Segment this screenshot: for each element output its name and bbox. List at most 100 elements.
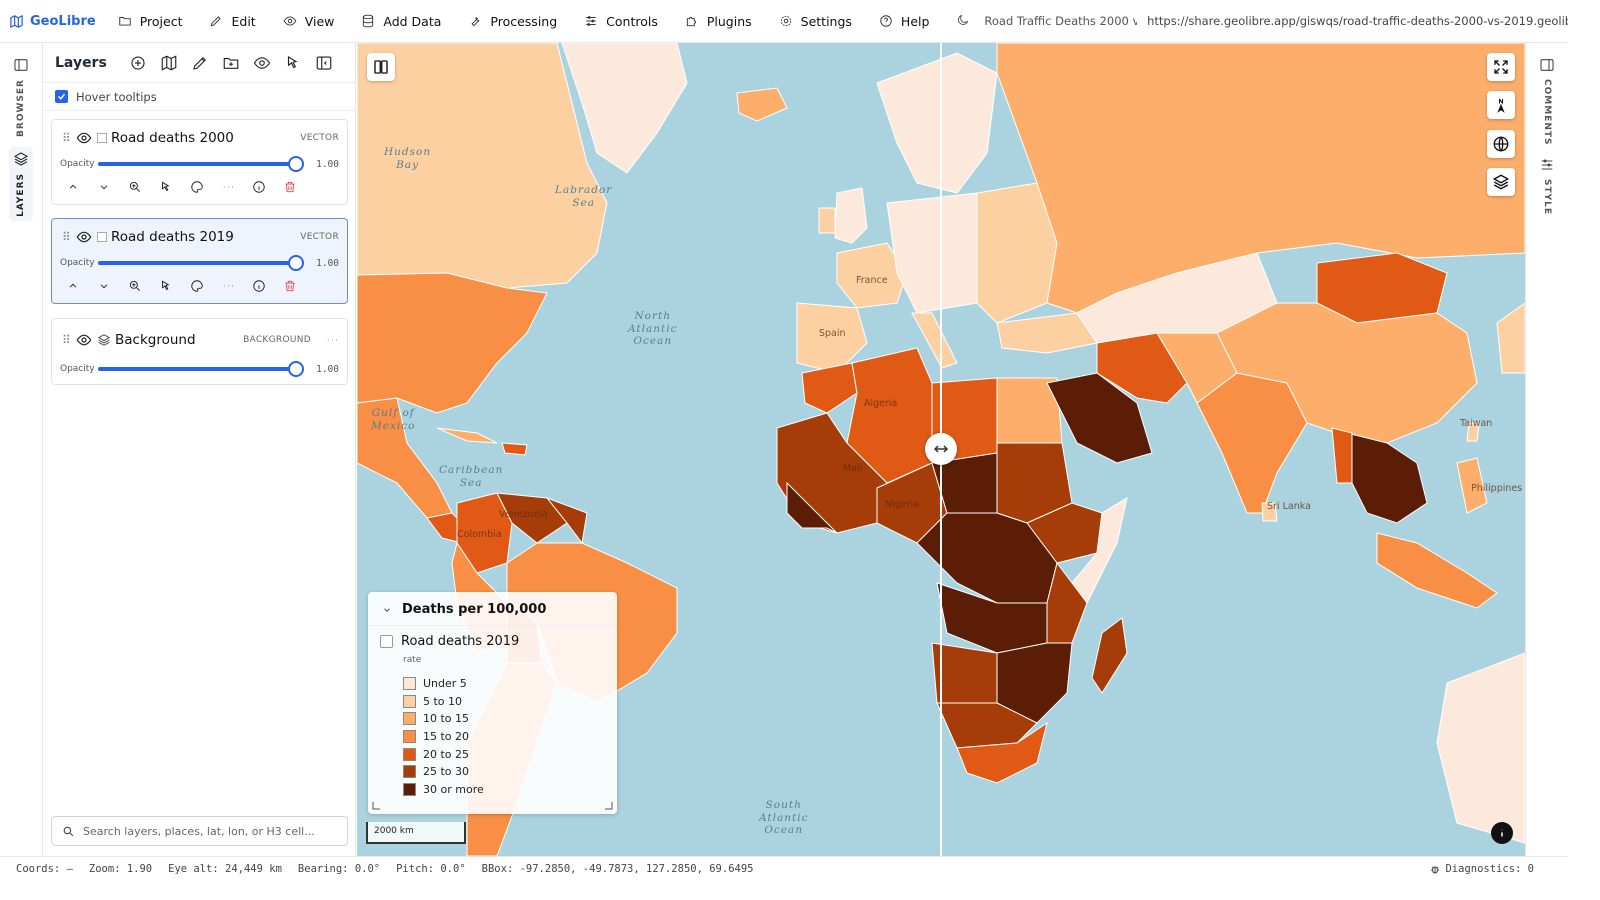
swipe-arrows-icon <box>933 445 949 453</box>
info-icon[interactable] <box>252 180 266 194</box>
draw-icon[interactable] <box>191 54 209 72</box>
legend-layer-name: Road deaths 2019 <box>401 634 520 649</box>
region-italy <box>911 312 958 369</box>
more-icon[interactable] <box>221 180 235 194</box>
move-up-icon[interactable] <box>66 279 80 293</box>
layer-switcher-button[interactable] <box>1487 168 1515 196</box>
menu-settings[interactable]: Settings <box>779 14 852 29</box>
layer-search-box[interactable]: Search layers, places, lat, lon, or H3 c… <box>51 816 348 846</box>
ocean-label-text: South Atlantic Ocean <box>759 799 809 836</box>
menu-processing[interactable]: Processing <box>468 14 557 29</box>
map-icon[interactable] <box>160 54 178 72</box>
more-icon[interactable] <box>221 279 235 293</box>
menu-help-label: Help <box>900 13 930 29</box>
slider-knob[interactable] <box>288 156 305 172</box>
zoom-to-layer-icon[interactable] <box>128 279 142 293</box>
drag-handle-icon[interactable]: ⠿ <box>62 230 71 244</box>
tab-style[interactable]: STYLE <box>1535 157 1559 215</box>
region-france <box>836 242 908 309</box>
hover-tooltips-checkbox[interactable] <box>55 90 68 103</box>
menu-project-label: Project <box>139 13 183 29</box>
identify-icon[interactable] <box>159 279 173 293</box>
menu-edit[interactable]: Edit <box>209 14 256 29</box>
add-folder-icon[interactable] <box>222 54 240 72</box>
menu-project[interactable]: Project <box>118 13 183 29</box>
hover-tooltips-label: Hover tooltips <box>76 89 157 104</box>
slider-knob[interactable] <box>288 255 305 271</box>
attribution-button[interactable] <box>1491 822 1513 844</box>
drag-handle-icon[interactable]: ⠿ <box>62 333 71 347</box>
drag-handle-icon[interactable]: ⠿ <box>62 131 71 145</box>
move-up-icon[interactable] <box>66 180 80 194</box>
legend-class-item: 15 to 20 <box>403 728 617 746</box>
basemap-icon[interactable] <box>129 54 147 72</box>
opacity-slider[interactable] <box>98 255 305 271</box>
slider-knob[interactable] <box>288 361 305 377</box>
opacity-value: 1.00 <box>316 363 339 375</box>
eye-icon[interactable] <box>76 332 92 348</box>
layer-card-road-deaths-2019[interactable]: ⠿ Road deaths 2019 VECTOR Opacity 1.00 <box>51 218 348 304</box>
legend-layer-checkbox[interactable] <box>380 635 393 648</box>
more-icon[interactable] <box>325 333 339 347</box>
zoom-to-layer-icon[interactable] <box>128 180 142 194</box>
legend-header[interactable]: Deaths per 100,000 <box>368 592 617 626</box>
menu-help[interactable]: Help <box>879 13 930 29</box>
menu-view[interactable]: View <box>283 14 334 29</box>
opacity-slider[interactable] <box>98 156 305 172</box>
opacity-slider[interactable] <box>98 361 305 377</box>
layer-card-road-deaths-2000[interactable]: ⠿ Road deaths 2000 VECTOR Opacity 1.00 <box>51 119 348 205</box>
ocean-label-text: Caribbean Sea <box>439 464 504 489</box>
compass-button[interactable] <box>1487 91 1515 119</box>
panel-icon <box>14 59 28 71</box>
identify-icon[interactable] <box>159 180 173 194</box>
map-canvas[interactable]: Hudson Bay Labrador Sea North Atlantic O… <box>357 43 1525 856</box>
globe-button[interactable] <box>1487 130 1515 158</box>
place-label: Spain <box>819 328 846 339</box>
visibility-icon[interactable] <box>253 54 271 72</box>
menu-plugins[interactable]: Plugins <box>685 14 752 29</box>
delete-icon[interactable] <box>283 279 297 293</box>
delete-icon[interactable] <box>283 180 297 194</box>
tab-comments[interactable]: COMMENTS <box>1535 57 1559 145</box>
fullscreen-button[interactable] <box>1487 53 1515 81</box>
legend-class-item: 10 to 15 <box>403 710 617 728</box>
legend-class-item: 25 to 30 <box>403 763 617 781</box>
move-down-icon[interactable] <box>97 180 111 194</box>
right-tab-strip: COMMENTS STYLE <box>1525 43 1568 856</box>
legend-swatch <box>403 730 416 744</box>
menu-controls[interactable]: Controls <box>584 14 658 29</box>
app-brand[interactable]: GeoLibre <box>0 14 96 29</box>
eye-icon[interactable] <box>76 229 92 245</box>
hover-tooltips-toggle[interactable]: Hover tooltips <box>43 83 355 111</box>
layers-panel-header: Layers <box>43 43 355 83</box>
move-down-icon[interactable] <box>97 279 111 293</box>
resize-corner-icon[interactable] <box>372 802 380 810</box>
collapse-panel-icon[interactable] <box>315 54 333 72</box>
eye-icon[interactable] <box>76 130 92 146</box>
swipe-handle[interactable] <box>925 433 957 465</box>
tab-layers[interactable]: LAYERS <box>9 147 33 221</box>
status-zoom: Zoom: 1.90 <box>88 863 153 875</box>
palette-icon[interactable] <box>190 180 204 194</box>
info-icon[interactable] <box>252 279 266 293</box>
fullscreen-icon <box>1494 60 1508 74</box>
status-diagnostics[interactable]: Diagnostics: 0 <box>1429 863 1550 875</box>
check-icon <box>57 93 66 100</box>
legend-class-label: 10 to 15 <box>423 712 470 726</box>
identify-icon[interactable] <box>284 54 302 72</box>
bug-icon <box>1431 866 1440 874</box>
layer-card-background[interactable]: ⠿ Background BACKGROUND Opacity 1.00 <box>51 318 348 385</box>
menu-add-data-label: Add Data <box>383 13 442 29</box>
chevron-down-icon[interactable] <box>382 605 392 615</box>
menu-add-data[interactable]: Add Data <box>361 14 441 29</box>
region-south-africa <box>956 721 1048 784</box>
palette-icon[interactable] <box>190 279 204 293</box>
ocean-label-caribbean: Caribbean Sea <box>439 464 503 489</box>
layer-name: Road deaths 2000 <box>111 130 234 146</box>
resize-corner-icon[interactable] <box>605 802 613 810</box>
share-url[interactable]: https://share.geolibre.app/giswqs/road-t… <box>1147 14 1568 28</box>
opacity-value: 1.00 <box>316 257 339 269</box>
compare-mode-button[interactable] <box>367 53 395 81</box>
tab-browser[interactable]: BROWSER <box>9 57 33 137</box>
theme-toggle[interactable] <box>956 12 970 31</box>
